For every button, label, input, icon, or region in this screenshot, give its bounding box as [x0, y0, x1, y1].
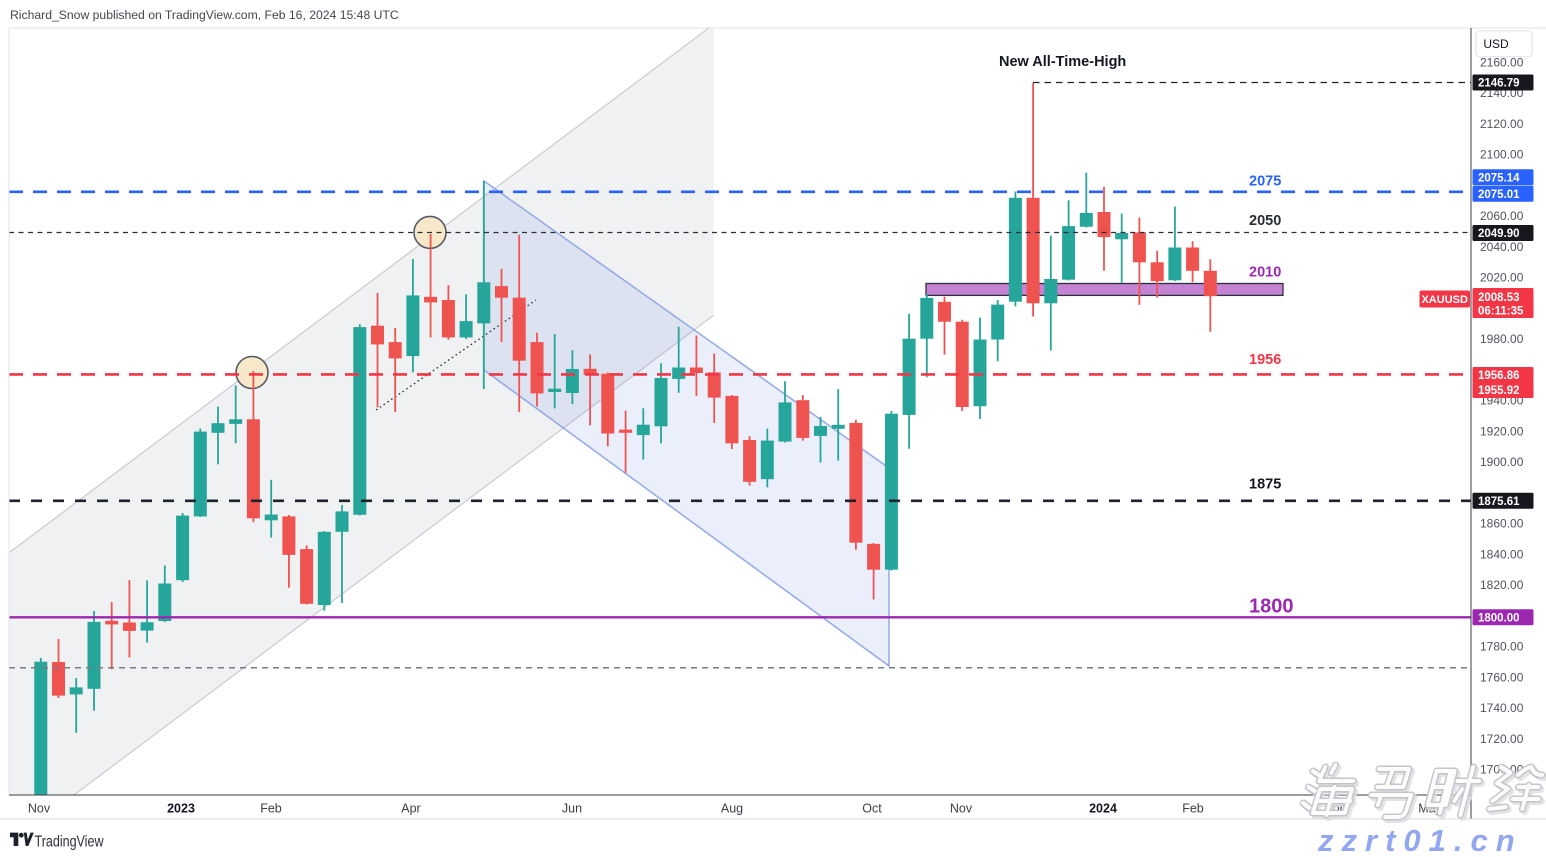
- svg-text:1800.00: 1800.00: [1478, 613, 1520, 625]
- svg-text:2040.00: 2040.00: [1480, 240, 1524, 254]
- svg-text:zzrt01.cn: zzrt01.cn: [1317, 823, 1523, 857]
- svg-text:2024: 2024: [1089, 802, 1117, 816]
- svg-text:TradingView: TradingView: [35, 834, 104, 851]
- svg-text:New All-Time-High: New All-Time-High: [999, 54, 1126, 70]
- svg-text:1955.92: 1955.92: [1478, 385, 1520, 397]
- svg-text:2008.53: 2008.53: [1478, 292, 1520, 304]
- svg-text:Aug: Aug: [721, 802, 743, 816]
- svg-text:1980.00: 1980.00: [1480, 332, 1524, 346]
- svg-text:1956.86: 1956.86: [1478, 370, 1520, 382]
- svg-text:1860.00: 1860.00: [1480, 517, 1524, 531]
- svg-text:XAUUSD: XAUUSD: [1421, 294, 1468, 306]
- svg-text:Nov: Nov: [28, 802, 51, 816]
- svg-text:2060.00: 2060.00: [1480, 209, 1524, 223]
- svg-text:2075.01: 2075.01: [1478, 189, 1520, 201]
- svg-text:2100.00: 2100.00: [1480, 148, 1524, 162]
- svg-text:1956: 1956: [1249, 352, 1281, 368]
- svg-text:1920.00: 1920.00: [1480, 424, 1524, 438]
- svg-text:1875: 1875: [1249, 477, 1281, 493]
- svg-text:2120.00: 2120.00: [1480, 117, 1524, 131]
- svg-text:1740.00: 1740.00: [1480, 701, 1524, 715]
- svg-text:1800: 1800: [1249, 596, 1294, 618]
- svg-text:1840.00: 1840.00: [1480, 547, 1524, 561]
- svg-text:Apr: Apr: [401, 802, 420, 816]
- svg-text:2075: 2075: [1249, 174, 1281, 190]
- svg-text:Oct: Oct: [862, 802, 882, 816]
- svg-text:Feb: Feb: [1182, 802, 1204, 816]
- svg-text:Jun: Jun: [562, 802, 582, 816]
- svg-text:Nov: Nov: [950, 802, 973, 816]
- svg-text:2050: 2050: [1249, 213, 1281, 229]
- svg-text:Feb: Feb: [260, 802, 282, 816]
- svg-text:2146.79: 2146.79: [1478, 78, 1520, 90]
- svg-text:USD: USD: [1483, 37, 1509, 51]
- svg-text:2010: 2010: [1249, 265, 1281, 281]
- svg-text:2020.00: 2020.00: [1480, 271, 1524, 285]
- svg-text:2160.00: 2160.00: [1480, 55, 1524, 69]
- svg-text:1720.00: 1720.00: [1480, 732, 1524, 746]
- svg-text:1760.00: 1760.00: [1480, 670, 1524, 684]
- svg-text:1875.61: 1875.61: [1478, 496, 1520, 508]
- svg-text:2049.90: 2049.90: [1478, 228, 1520, 240]
- svg-text:1900.00: 1900.00: [1480, 455, 1524, 469]
- svg-text:1780.00: 1780.00: [1480, 640, 1524, 654]
- svg-text:2023: 2023: [167, 802, 195, 816]
- svg-text:1820.00: 1820.00: [1480, 578, 1524, 592]
- svg-text:06:11:35: 06:11:35: [1478, 306, 1524, 318]
- svg-text:2075.14: 2075.14: [1478, 172, 1520, 184]
